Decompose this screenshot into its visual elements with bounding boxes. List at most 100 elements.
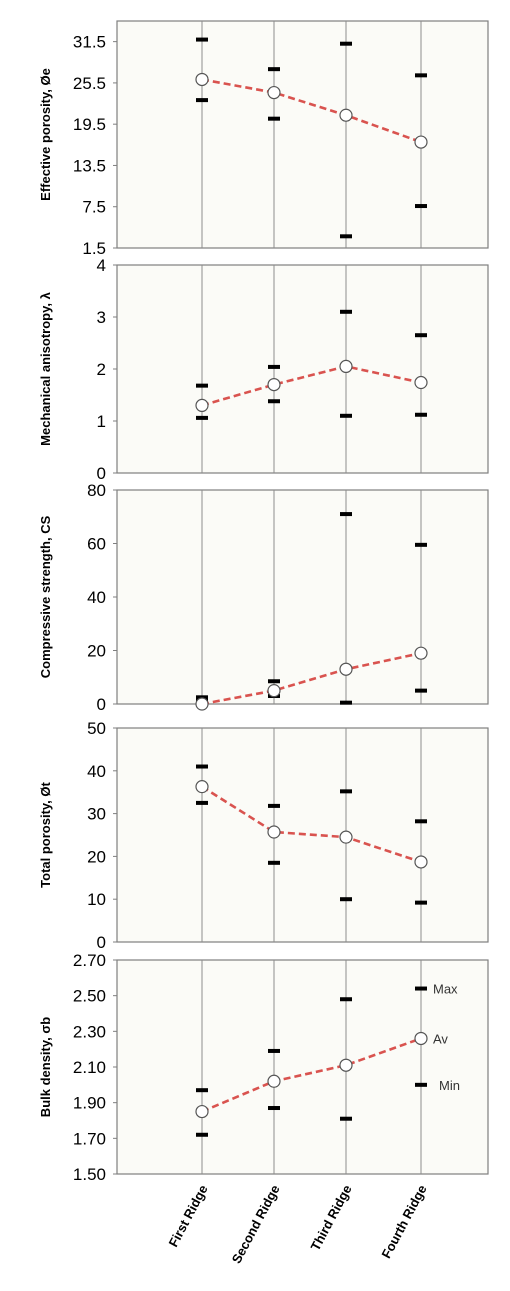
point-min — [415, 900, 427, 905]
y-tick-label: 1 — [97, 412, 106, 431]
y-tick-label: 2.50 — [73, 987, 106, 1006]
panel-3: 0 20 40 60 80 Compressive strength, CS — [38, 481, 489, 714]
point-max — [196, 764, 208, 769]
point-max — [196, 695, 208, 700]
point-min — [415, 1082, 427, 1087]
point-max — [268, 803, 280, 808]
point-max — [415, 333, 427, 338]
point-max — [268, 679, 280, 684]
point-max — [340, 997, 352, 1002]
point-min — [415, 412, 427, 417]
legend-label-av: Av — [433, 1031, 448, 1046]
x-category-label: Fourth Ridge — [378, 1182, 429, 1260]
panel-4: 0 10 20 30 40 50 Total porosity, Øt — [38, 719, 489, 952]
point-min — [340, 413, 352, 418]
y-tick-label: 50 — [87, 719, 106, 738]
y-tick-label: 0 — [97, 695, 106, 714]
point-av — [339, 359, 353, 373]
point-av — [195, 697, 209, 711]
y-tick-label: 1.50 — [73, 1165, 106, 1184]
y-tick-label: 19.5 — [73, 115, 106, 134]
point-min — [268, 116, 280, 121]
point-av — [195, 1104, 209, 1119]
point-min — [415, 688, 427, 693]
y-axis-label: Bulk density, σb — [38, 1017, 53, 1117]
point-max — [415, 73, 427, 78]
point-av — [414, 375, 428, 390]
y-tick-label: 1.70 — [73, 1129, 106, 1148]
point-max — [196, 37, 208, 42]
point-av — [339, 662, 353, 676]
point-min — [268, 1106, 280, 1111]
point-av — [267, 684, 281, 698]
y-tick-label: 0 — [97, 464, 106, 483]
series-line-av — [201, 785, 422, 864]
point-max — [340, 512, 352, 517]
y-tick-label: 13.5 — [73, 156, 106, 175]
y-axis-label: Mechanical anisotropy, λ — [38, 291, 53, 445]
point-av — [414, 646, 428, 660]
x-category-label: First Ridge — [166, 1182, 211, 1249]
point-max — [268, 67, 280, 72]
series-line-av — [201, 651, 422, 706]
y-tick-label: 31.5 — [73, 33, 106, 52]
point-min — [340, 897, 352, 902]
legend: Max Av Min — [433, 982, 460, 1093]
x-category-label: Second Ridge — [229, 1182, 283, 1266]
y-tick-label: 20 — [87, 642, 106, 661]
y-tick-label: 30 — [87, 805, 106, 824]
point-max — [340, 309, 352, 314]
point-max — [415, 819, 427, 824]
legend-label-max: Max — [433, 982, 458, 997]
panel-2: 0 1 2 3 4 Mechanical anisotropy, λ — [38, 256, 489, 483]
y-axis-label: Total porosity, Øt — [38, 781, 53, 887]
series-line-av — [201, 365, 422, 407]
x-category-label: Third Ridge — [307, 1182, 354, 1253]
point-min — [340, 700, 352, 705]
point-av — [414, 855, 428, 869]
point-max — [340, 789, 352, 794]
y-tick-label: 3 — [97, 308, 106, 327]
point-av — [339, 830, 353, 844]
point-av — [195, 398, 209, 412]
y-tick-label: 40 — [87, 588, 106, 607]
panel-1: 1.5 7.5 13.5 19.5 25.5 31.5 Effective porosity… — [38, 20, 489, 258]
point-av — [267, 1074, 281, 1088]
point-av — [267, 378, 281, 392]
point-av — [195, 780, 209, 794]
point-min — [268, 399, 280, 404]
point-av — [267, 85, 281, 100]
y-tick-label: 7.5 — [82, 198, 106, 217]
y-tick-label: 2 — [97, 360, 106, 379]
point-min — [415, 204, 427, 209]
plot-frame — [116, 959, 489, 1175]
y-tick-label: 60 — [87, 535, 106, 554]
legend-label-min: Min — [439, 1078, 460, 1093]
y-tick-label: 10 — [87, 890, 106, 909]
plot-frame — [116, 264, 489, 474]
point-max — [340, 41, 352, 46]
y-axis-label: Compressive strength, CS — [38, 515, 53, 678]
point-min — [268, 860, 280, 865]
point-min — [196, 415, 208, 420]
y-tick-label: 1.5 — [82, 239, 106, 258]
plot-frame — [116, 20, 489, 249]
point-av — [267, 825, 281, 839]
y-tick-label: 4 — [97, 256, 106, 275]
y-tick-label: 2.10 — [73, 1058, 106, 1077]
y-tick-label: 1.90 — [73, 1094, 106, 1113]
point-av — [195, 72, 209, 87]
y-tick-label: 0 — [97, 933, 106, 952]
point-max — [415, 986, 427, 991]
point-av — [339, 1058, 353, 1072]
y-tick-label: 2.70 — [73, 951, 106, 970]
point-max — [268, 1048, 280, 1053]
plot-frame — [116, 489, 489, 705]
point-max — [415, 542, 427, 547]
point-min — [340, 1116, 352, 1121]
y-axis-label: Effective porosity, Øe — [38, 68, 53, 201]
y-tick-label: 80 — [87, 481, 106, 500]
point-max — [196, 383, 208, 388]
